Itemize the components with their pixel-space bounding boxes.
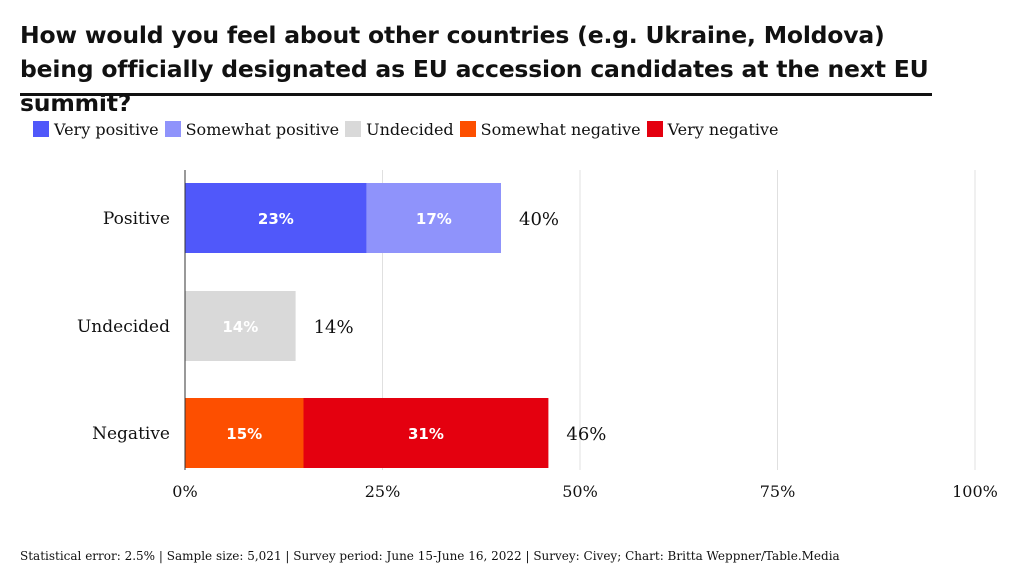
legend-item: Somewhat negative [459,119,641,139]
legend-swatch [345,121,362,137]
legend-label: Very positive [54,119,159,139]
data-label: 17% [416,210,452,228]
legend-swatch [459,121,476,137]
title-underline [20,93,932,96]
bar-segment [185,291,296,361]
x-tick-label: 100% [952,482,998,501]
bar-segment [303,398,549,468]
legend-swatch [646,121,663,137]
legend-item: Very positive [33,120,159,139]
legend-label: Very negative [667,119,779,139]
legend-item: Somewhat positive [164,119,340,139]
x-tick-label: 75% [760,482,796,501]
data-label: 15% [226,425,262,443]
legend-swatch [33,121,49,137]
category-label: Negative [92,424,170,444]
data-label: 14% [222,318,258,336]
legend-label: Undecided [366,119,454,139]
bar-segment [366,183,501,253]
x-tick-label: 25% [365,482,401,501]
bar-segment [185,183,367,253]
legend-item: Very negative [646,119,779,139]
legend-label: Somewhat positive [185,119,340,139]
stacked-bar-chart: 23% 17% 40% Positive 14% 14% Undecided 15% 31% 46… [77,170,998,501]
category-label: Positive [103,209,170,229]
data-label: 31% [408,425,444,443]
x-tick-label: 50% [562,482,598,501]
legend-swatch [164,121,181,137]
x-tick-label: 0% [172,482,197,501]
total-label: 46% [566,424,606,445]
source-footer: Statistical error: 2.5% | Sample size: 5… [20,549,840,563]
legend-label: Somewhat negative [480,119,641,139]
total-label: 40% [519,209,559,230]
category-label: Undecided [77,317,170,337]
data-label: 23% [258,210,294,228]
total-label: 14% [314,317,354,338]
chart-legend: Very positive Somewhat positive Undecided S… [33,118,785,140]
chart-title: How would you feel about other countries… [20,21,929,117]
legend-item: Undecided [345,120,454,139]
bar-segment [185,398,304,468]
